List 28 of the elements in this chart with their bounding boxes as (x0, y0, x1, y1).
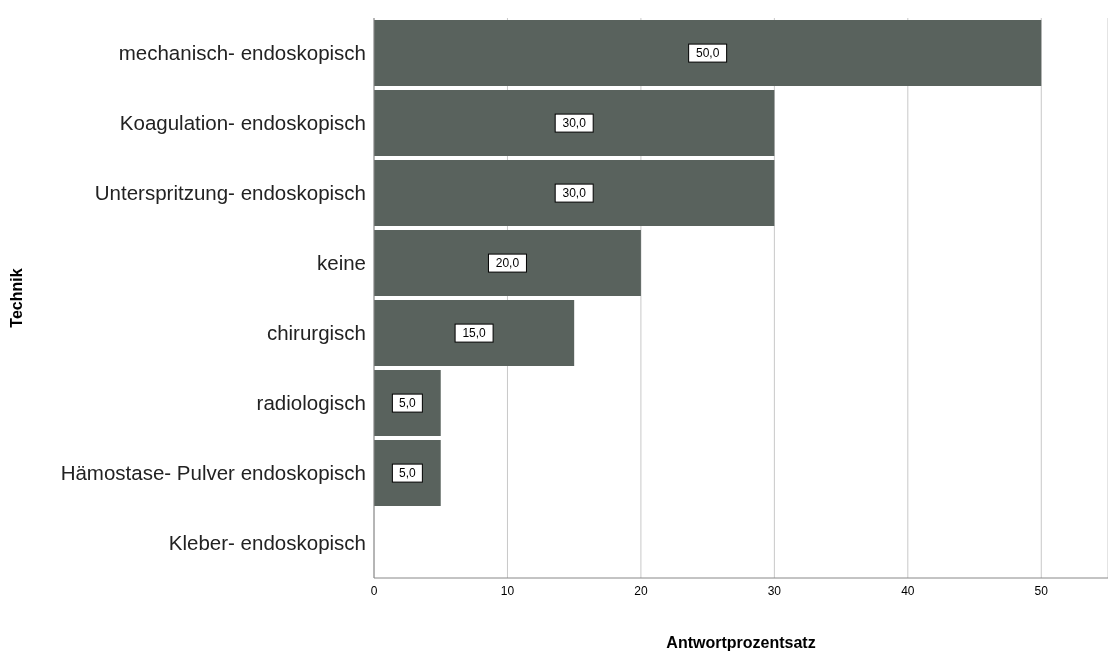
x-tick-label: 50 (1034, 583, 1049, 598)
y-axis-title: Technik (7, 268, 25, 328)
data-label: 20,0 (495, 256, 520, 271)
y-tick-label: Unterspritzung- endoskopisch (94, 181, 366, 205)
bar (374, 90, 775, 157)
x-tick-label: 30 (767, 583, 782, 598)
bar (374, 300, 575, 367)
y-tick-label: Koagulation- endoskopisch (119, 111, 366, 135)
x-tick-label: 20 (634, 583, 648, 598)
y-tick-label: Hämostase- Pulver endoskopisch (60, 461, 366, 485)
data-label: 50,0 (695, 46, 720, 61)
x-tick-label: 0 (370, 583, 378, 598)
data-label: 30,0 (562, 116, 587, 131)
x-tick-label: 40 (901, 583, 915, 598)
data-label: 15,0 (462, 326, 487, 341)
y-tick-label: Kleber- endoskopisch (168, 531, 366, 555)
data-label: 5,0 (399, 466, 417, 481)
x-tick-label: 10 (500, 583, 515, 598)
y-tick-label: keine (316, 251, 366, 275)
x-axis-title: Antwortprozentsatz (666, 634, 816, 651)
data-label: 30,0 (562, 186, 587, 201)
data-label: 5,0 (399, 396, 417, 411)
bar (374, 20, 1042, 87)
bar (374, 230, 641, 297)
bar (374, 160, 775, 227)
y-tick-label: chirurgisch (266, 321, 366, 345)
y-tick-label: mechanisch- endoskopisch (118, 41, 366, 65)
y-tick-label: radiologisch (256, 391, 366, 415)
